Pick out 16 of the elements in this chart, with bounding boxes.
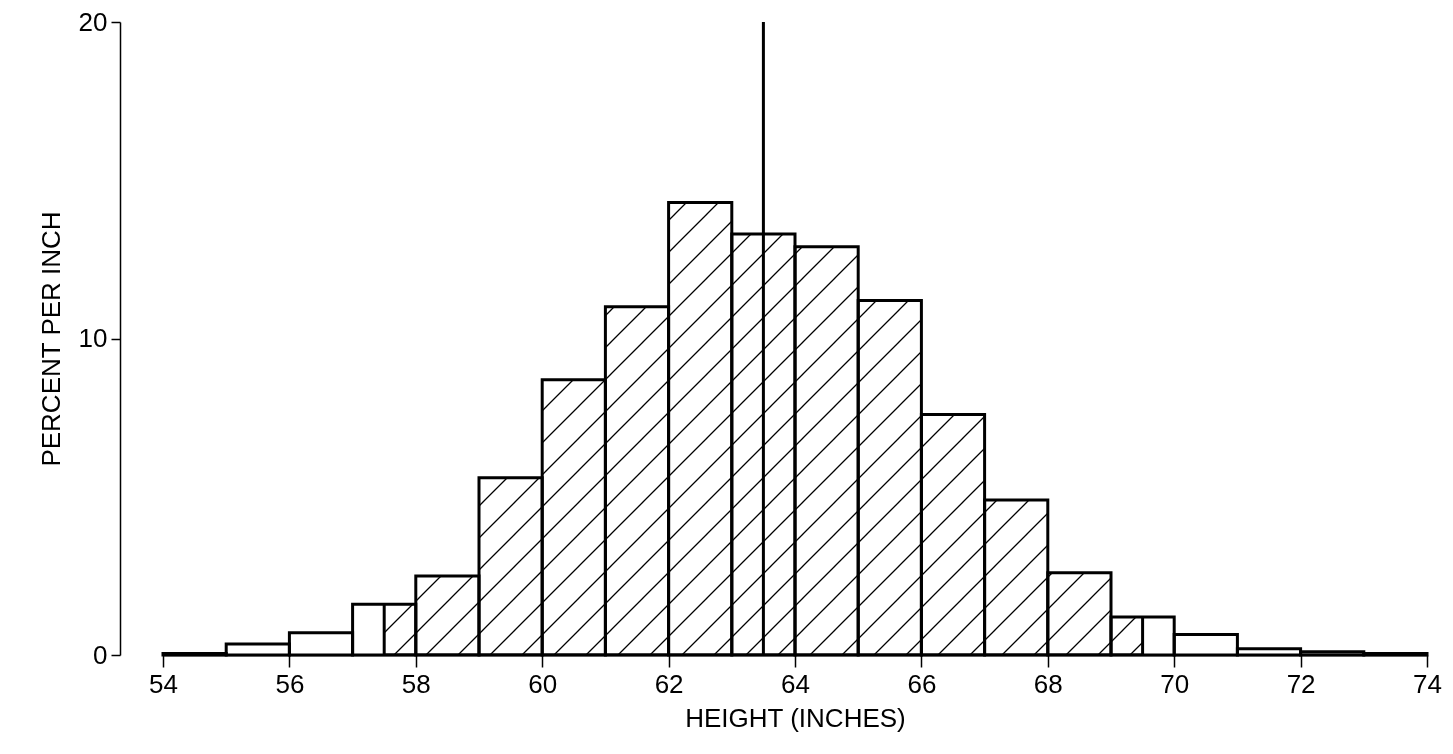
y-tick-label: 20 bbox=[78, 6, 108, 37]
x-tick-label: 72 bbox=[1286, 668, 1316, 699]
x-tick-label: 70 bbox=[1160, 668, 1190, 699]
x-axis-title: HEIGHT (INCHES) bbox=[685, 702, 906, 733]
x-tick-label: 64 bbox=[781, 668, 810, 699]
y-axis-title: PERCENT PER INCH bbox=[35, 211, 66, 467]
x-tick-label: 56 bbox=[275, 668, 305, 699]
x-tick-label: 60 bbox=[528, 668, 558, 699]
x-tick-label: 74 bbox=[1413, 668, 1442, 699]
x-tick-label: 68 bbox=[1033, 668, 1063, 699]
x-tick-label: 54 bbox=[149, 668, 178, 699]
x-tick-label: 58 bbox=[401, 668, 431, 699]
x-tick-label: 66 bbox=[907, 668, 937, 699]
y-tick-label: 10 bbox=[78, 323, 108, 353]
y-tick-label: 0 bbox=[93, 639, 108, 670]
x-tick-label: 62 bbox=[654, 668, 684, 699]
